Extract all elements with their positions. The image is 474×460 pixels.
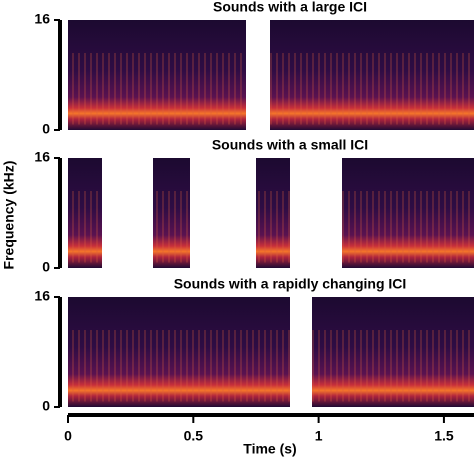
y-tick-label: 16 bbox=[34, 11, 50, 27]
panel-title: Sounds with a small ICI bbox=[212, 137, 368, 153]
y-axis bbox=[58, 20, 62, 130]
panel-title: Sounds with a rapidly changing ICI bbox=[174, 276, 407, 292]
y-axis bbox=[58, 297, 62, 407]
y-tick-label: 0 bbox=[42, 259, 50, 275]
harmonics bbox=[68, 53, 246, 125]
y-tick-label: 16 bbox=[34, 288, 50, 304]
x-axis-label: Time (s) bbox=[243, 441, 296, 457]
y-tick-label: 16 bbox=[34, 149, 50, 165]
harmonics bbox=[153, 191, 190, 263]
panel-title: Sounds with a large ICI bbox=[213, 0, 367, 15]
harmonics bbox=[342, 191, 474, 263]
harmonics bbox=[256, 191, 290, 263]
y-tick-label: 0 bbox=[42, 121, 50, 137]
x-tick-label: 1 bbox=[315, 428, 323, 444]
x-tick-label: 0.5 bbox=[184, 428, 204, 444]
y-tick-label: 0 bbox=[42, 398, 50, 414]
x-tick-label: 1.5 bbox=[434, 428, 454, 444]
x-axis bbox=[68, 413, 474, 417]
x-tick-label: 0 bbox=[64, 428, 72, 444]
harmonics bbox=[68, 191, 102, 263]
harmonics bbox=[270, 53, 474, 125]
harmonics bbox=[312, 330, 474, 402]
y-axis-label: Frequency (kHz) bbox=[1, 161, 17, 270]
y-axis bbox=[58, 158, 62, 268]
harmonics bbox=[68, 330, 290, 402]
